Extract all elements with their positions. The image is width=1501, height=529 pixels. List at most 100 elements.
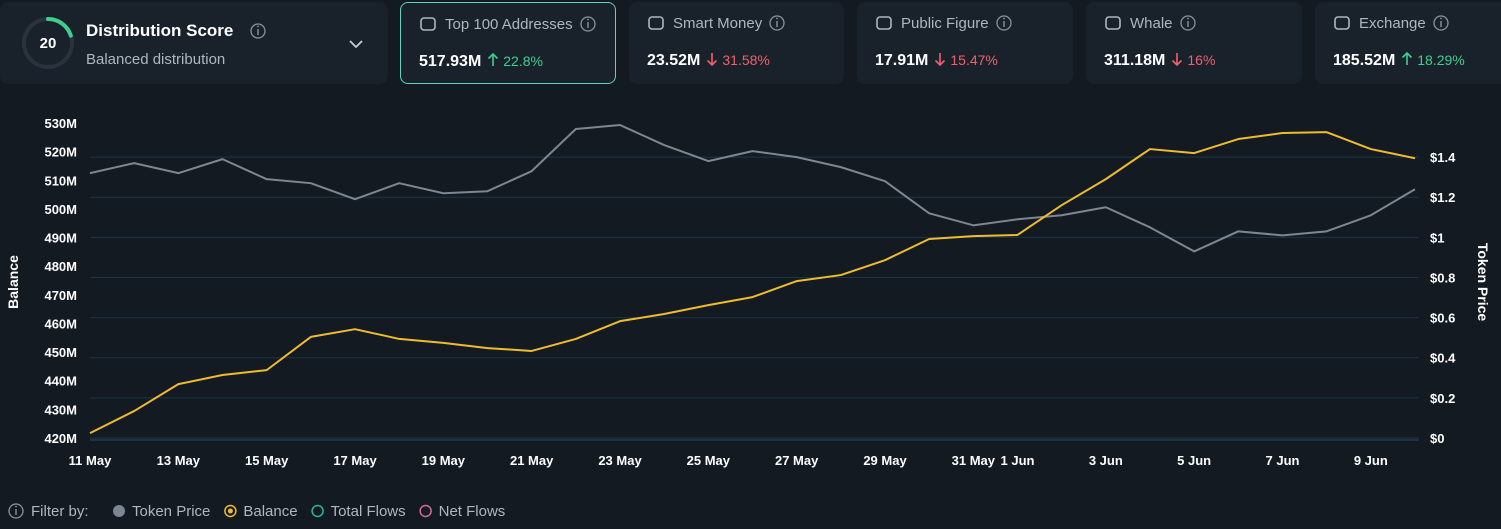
metric-card[interactable]: Top 100 Addresses 517.93M 22.8% (400, 2, 616, 84)
card-icons (876, 15, 1012, 31)
card-value-row: 185.52M 18.29% (1333, 51, 1465, 70)
score-card[interactable]: 20 Distribution Score Balanced distribut… (0, 2, 388, 84)
arrow-shape (707, 53, 718, 67)
legend-item[interactable]: Total Flows (311, 503, 406, 520)
arrow-shape (488, 52, 499, 66)
info-dot (1440, 17, 1442, 20)
x-tick-label: 1 Jun (1001, 453, 1035, 468)
metric-card[interactable]: Public Figure 17.91M 15.47% (857, 2, 1073, 84)
y-axis-title: Balance (5, 255, 21, 309)
x-tick-label: 5 Jun (1177, 453, 1211, 468)
y-tick-label: 480M (44, 259, 77, 274)
y-tick-label: 520M (44, 145, 77, 160)
info-dot (587, 18, 589, 21)
info-dot (1187, 17, 1189, 20)
x-tick-label: 3 Jun (1089, 453, 1123, 468)
x-tick-label: 23 May (598, 453, 642, 468)
y2-tick-label: $0.6 (1430, 311, 1455, 326)
info-icon[interactable] (8, 503, 24, 519)
info-circle (769, 15, 785, 31)
filter-label: Filter by: (31, 503, 89, 520)
x-tick-label: 7 Jun (1266, 453, 1300, 468)
x-tick-label: 11 May (69, 453, 112, 468)
x-tick-label: 19 May (422, 453, 466, 468)
score-value: 20 (40, 35, 57, 52)
legend-item[interactable]: Balance (224, 503, 298, 520)
score-ring (22, 17, 74, 69)
metric-card[interactable]: Smart Money 23.52M 31.58% (629, 2, 844, 84)
card-value: 23.52M (647, 52, 701, 69)
card-icon (1334, 16, 1350, 30)
card-change: 18.29% (1417, 52, 1465, 68)
y-tick-label: 490M (44, 231, 77, 246)
legend-label: Balance (243, 503, 297, 520)
card-label: Top 100 Addresses (445, 16, 573, 33)
legend-swatch (419, 504, 432, 518)
card-icon (1105, 16, 1121, 30)
y2-tick-label: $0.2 (1430, 391, 1455, 406)
info-dot (776, 17, 778, 20)
card-change: 31.58% (722, 52, 770, 68)
legend-swatch (113, 505, 125, 517)
card-value-row: 23.52M 31.58% (647, 52, 770, 70)
info-icon[interactable] (580, 16, 596, 32)
card-icons (648, 15, 785, 31)
score-graphic: 20 Distribution Score Balanced distribut… (22, 17, 363, 69)
info-icon[interactable] (996, 15, 1012, 31)
info-icon[interactable] (1433, 15, 1449, 31)
legend-swatch (311, 504, 324, 518)
card-label: Whale (1130, 15, 1173, 32)
legend-label: Net Flows (439, 503, 506, 520)
card-change: 15.47% (950, 52, 998, 68)
x-tick-label: 21 May (510, 453, 554, 468)
score-title: Distribution Score (86, 21, 233, 40)
y-tick-label: 420M (44, 431, 77, 446)
card-change: 22.8% (503, 53, 543, 69)
info-icon[interactable] (1180, 15, 1196, 31)
metric-card[interactable]: Whale 311.18M 16% (1086, 2, 1302, 84)
legend-item[interactable]: Token Price (113, 503, 210, 520)
y2-tick-label: $1.2 (1430, 190, 1455, 205)
x-tick-label: 27 May (775, 453, 819, 468)
info-icon[interactable] (769, 15, 785, 31)
change-arrow (488, 52, 499, 66)
card-value-row: 517.93M 22.8% (419, 52, 543, 71)
metric-card[interactable]: Exchange 185.52M 18.29% (1315, 2, 1501, 84)
y2-tick-label: $0 (1430, 431, 1444, 446)
card-value-row: 17.91M 15.47% (875, 52, 998, 70)
arrow-shape (1172, 53, 1183, 67)
y-tick-label: 460M (44, 316, 77, 331)
y2-axis-title: Token Price (1475, 243, 1491, 322)
info-dot (1003, 17, 1005, 20)
card-value: 311.18M (1104, 52, 1166, 69)
info-icon[interactable] (250, 23, 266, 39)
x-tick-label: 25 May (687, 453, 731, 468)
card-value: 17.91M (875, 52, 929, 69)
x-tick-label: 15 May (245, 453, 289, 468)
info-circle (8, 503, 24, 519)
info-circle (580, 16, 596, 32)
card-icons (1105, 15, 1196, 31)
x-tick-label: 17 May (333, 453, 377, 468)
change-arrow (1172, 53, 1183, 67)
y-tick-label: 430M (44, 402, 77, 417)
legend-item[interactable]: Net Flows (419, 503, 506, 520)
y-tick-label: 450M (44, 345, 77, 360)
y-tick-label: 500M (44, 202, 77, 217)
info-circle (1433, 15, 1449, 31)
card-value: 185.52M (1333, 52, 1396, 69)
change-arrow (935, 53, 946, 67)
change-arrow (707, 53, 718, 67)
x-tick-label: 31 May (952, 453, 996, 468)
card-value-row: 311.18M 16% (1104, 52, 1215, 70)
y-tick-label: 440M (44, 374, 77, 389)
card-label: Smart Money (673, 15, 763, 32)
series-line (89, 124, 1416, 253)
y2-tick-label: $1 (1430, 230, 1444, 245)
card-label: Public Figure (901, 15, 989, 32)
card-label: Exchange (1359, 15, 1426, 32)
legend-swatch-dot (227, 508, 233, 514)
y2-tick-label: $0.4 (1430, 351, 1456, 366)
dropdown-chevron[interactable] (349, 40, 363, 49)
